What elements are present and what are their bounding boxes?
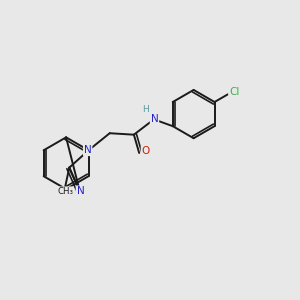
Text: Cl: Cl — [229, 87, 239, 97]
Text: N: N — [76, 186, 84, 196]
Text: N: N — [84, 145, 92, 155]
Text: O: O — [142, 146, 150, 157]
Text: CH₃: CH₃ — [57, 187, 73, 196]
Text: H: H — [142, 106, 149, 115]
Text: N: N — [151, 114, 158, 124]
